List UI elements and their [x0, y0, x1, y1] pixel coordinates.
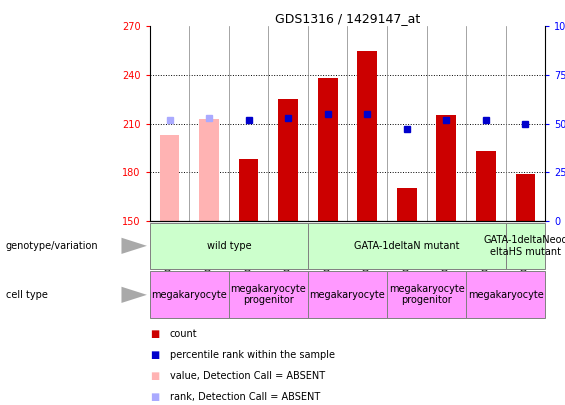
Bar: [318, 78, 337, 221]
Bar: [199, 119, 219, 221]
Bar: [160, 135, 180, 221]
Bar: [466, 271, 545, 318]
Bar: [506, 223, 545, 269]
Bar: [229, 271, 308, 318]
Text: value, Detection Call = ABSENT: value, Detection Call = ABSENT: [170, 371, 325, 381]
Text: ■: ■: [150, 329, 159, 339]
Text: GATA-1deltaN mutant: GATA-1deltaN mutant: [354, 241, 459, 251]
Text: cell type: cell type: [6, 290, 47, 300]
Text: ■: ■: [150, 350, 159, 360]
Text: ■: ■: [150, 392, 159, 402]
Text: count: count: [170, 329, 197, 339]
Bar: [437, 115, 457, 221]
Bar: [308, 223, 506, 269]
Bar: [358, 51, 377, 221]
Bar: [150, 271, 229, 318]
Polygon shape: [121, 238, 147, 254]
Title: GDS1316 / 1429147_at: GDS1316 / 1429147_at: [275, 12, 420, 25]
Bar: [476, 151, 496, 221]
Text: megakaryocyte
progenitor: megakaryocyte progenitor: [231, 284, 306, 305]
Text: percentile rank within the sample: percentile rank within the sample: [170, 350, 334, 360]
Text: ■: ■: [150, 371, 159, 381]
Bar: [397, 188, 417, 221]
Bar: [238, 159, 259, 221]
Text: GATA-1deltaNeod
eltaHS mutant: GATA-1deltaNeod eltaHS mutant: [483, 235, 565, 257]
Text: wild type: wild type: [207, 241, 251, 251]
Bar: [150, 223, 308, 269]
Bar: [387, 271, 466, 318]
Text: megakaryocyte: megakaryocyte: [310, 290, 385, 300]
Polygon shape: [121, 287, 147, 303]
Text: genotype/variation: genotype/variation: [6, 241, 98, 251]
Bar: [308, 271, 387, 318]
Text: megakaryocyte
progenitor: megakaryocyte progenitor: [389, 284, 464, 305]
Text: rank, Detection Call = ABSENT: rank, Detection Call = ABSENT: [170, 392, 320, 402]
Bar: [515, 174, 535, 221]
Text: megakaryocyte: megakaryocyte: [151, 290, 227, 300]
Bar: [279, 99, 298, 221]
Text: megakaryocyte: megakaryocyte: [468, 290, 544, 300]
